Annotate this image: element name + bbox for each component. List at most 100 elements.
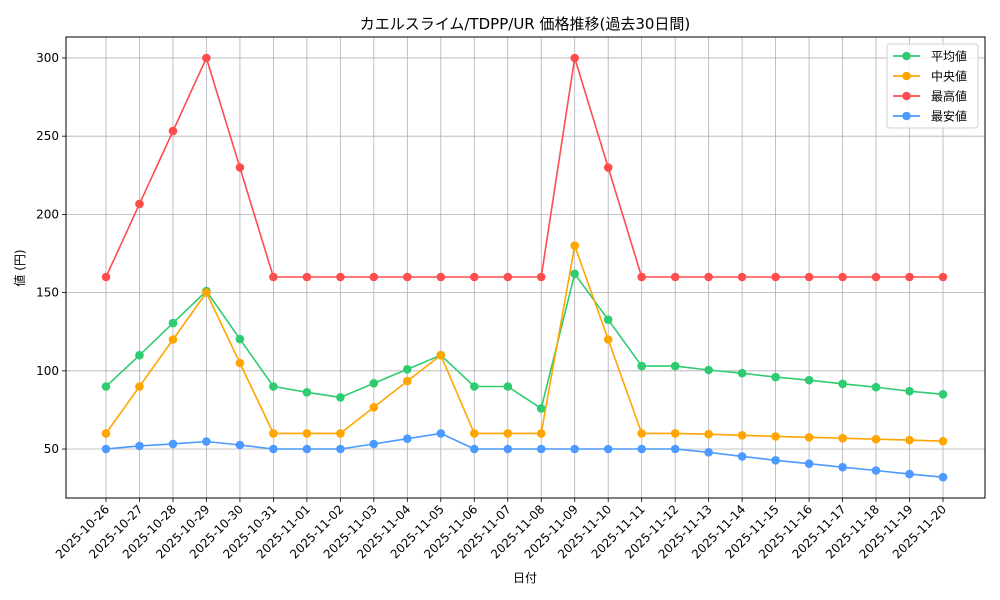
data-point: [637, 429, 646, 438]
data-point: [269, 272, 278, 282]
data-point: [838, 272, 847, 282]
data-point: [670, 444, 680, 454]
data-point: [302, 272, 312, 282]
data-point: [704, 448, 713, 457]
legend-item: 中央値: [893, 69, 967, 84]
data-point: [871, 382, 881, 392]
data-point: [603, 315, 613, 325]
data-point: [905, 435, 914, 445]
data-point: [670, 272, 680, 282]
data-point: [905, 469, 914, 479]
series-line: [105, 57, 943, 278]
data-point: [101, 382, 111, 391]
data-point: [670, 361, 680, 371]
data-point: [804, 272, 814, 282]
data-point: [403, 272, 412, 282]
data-point: [336, 444, 345, 454]
data-point: [135, 199, 144, 209]
legend-label: 最安値: [931, 109, 967, 124]
series-lines: [101, 53, 948, 482]
data-point: [804, 375, 814, 385]
legend-item: 最安値: [893, 109, 967, 124]
data-point: [838, 433, 847, 443]
data-point: [470, 444, 479, 454]
data-point: [269, 444, 278, 454]
data-point: [637, 444, 646, 454]
legend-label: 中央値: [931, 69, 967, 84]
y-axis-ticks: 50 100 150 200 250 300: [36, 51, 66, 456]
chart-title: カエルスライム/TDPP/UR 価格推移(過去30日間): [360, 15, 691, 33]
data-point: [135, 350, 144, 360]
y-tick-label: 100: [36, 364, 59, 378]
data-point: [871, 434, 881, 444]
data-point: [302, 429, 312, 438]
data-point: [670, 429, 680, 438]
data-point: [269, 429, 278, 438]
series-3: [101, 429, 948, 482]
y-axis-label: 値 (円): [12, 249, 27, 286]
legend-label: 平均値: [931, 49, 967, 64]
data-point: [737, 431, 747, 440]
data-point: [369, 272, 379, 282]
data-point: [771, 432, 780, 441]
data-point: [101, 429, 111, 438]
data-point: [436, 272, 446, 282]
data-point: [470, 382, 479, 391]
data-point: [570, 269, 579, 279]
data-point: [938, 272, 948, 282]
y-tick-label: 150: [36, 286, 59, 300]
x-axis-label: 日付: [513, 571, 537, 585]
data-point: [771, 456, 780, 465]
data-point: [603, 163, 613, 172]
data-point: [135, 382, 144, 391]
data-point: [168, 335, 178, 344]
data-point: [168, 318, 178, 328]
data-point: [235, 440, 245, 450]
data-point: [871, 466, 881, 475]
data-point: [704, 365, 713, 375]
series-2: [101, 53, 948, 282]
data-point: [536, 404, 546, 413]
data-point: [637, 361, 646, 371]
data-point: [570, 53, 579, 63]
data-point: [536, 272, 546, 282]
legend-marker-icon: [902, 111, 911, 121]
data-point: [771, 272, 780, 282]
series-1: [101, 241, 948, 446]
data-point: [838, 379, 847, 389]
data-point: [336, 429, 345, 438]
data-point: [905, 386, 914, 396]
data-point: [804, 433, 814, 442]
data-point: [503, 272, 513, 282]
data-point: [235, 358, 245, 368]
data-point: [704, 272, 713, 282]
legend-marker-icon: [902, 91, 911, 101]
data-point: [369, 379, 379, 388]
y-tick-label: 50: [44, 442, 59, 456]
data-point: [470, 272, 479, 282]
y-tick-label: 300: [36, 51, 59, 65]
data-point: [202, 437, 211, 446]
data-point: [704, 429, 713, 439]
data-point: [403, 365, 412, 374]
data-point: [737, 368, 747, 378]
legend-item: 平均値: [893, 49, 967, 64]
data-point: [938, 472, 948, 482]
data-point: [369, 403, 379, 412]
data-point: [336, 272, 345, 282]
series-0: [101, 269, 948, 413]
data-point: [503, 444, 513, 454]
data-point: [269, 382, 278, 391]
data-point: [202, 53, 211, 63]
legend-label: 最高値: [931, 89, 967, 104]
plot-frame: [65, 36, 986, 499]
y-tick-label: 250: [36, 129, 59, 143]
data-point: [938, 390, 948, 399]
data-point: [369, 439, 379, 449]
data-point: [403, 376, 412, 386]
grid: [66, 37, 985, 498]
legend-box: [886, 43, 979, 129]
data-point: [436, 429, 446, 438]
